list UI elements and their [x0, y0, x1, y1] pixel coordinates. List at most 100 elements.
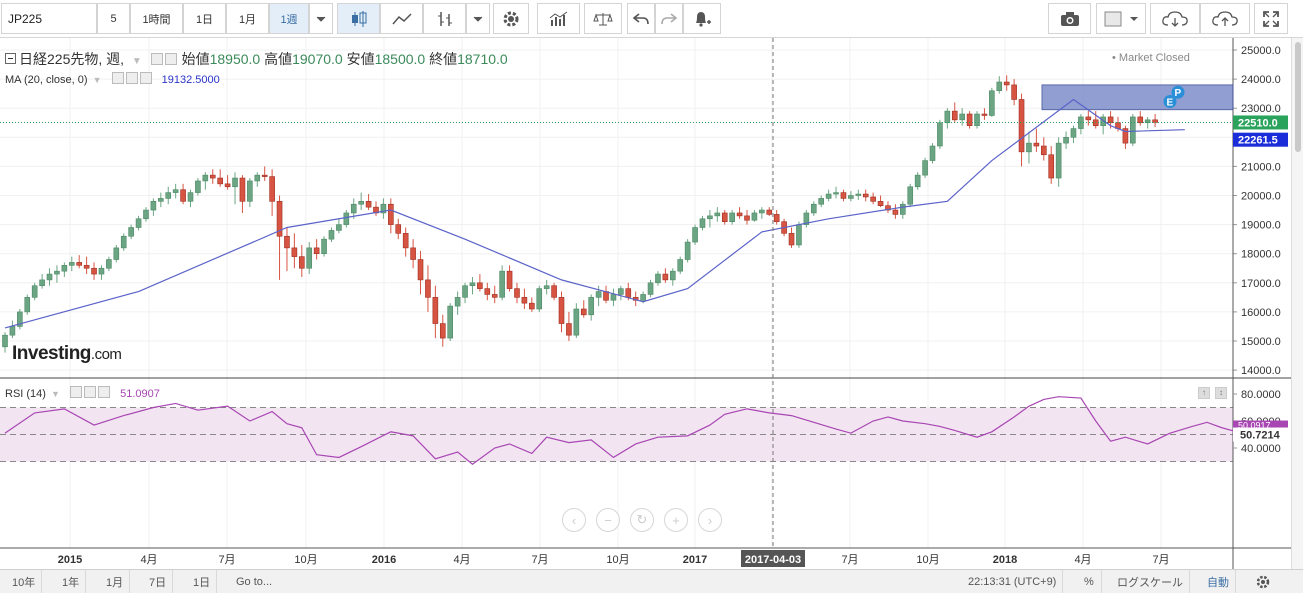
candle-body[interactable]: [1011, 84, 1017, 100]
candle-body[interactable]: [54, 270, 60, 275]
alert-button[interactable]: [683, 3, 721, 34]
candle-type-button[interactable]: [337, 3, 380, 34]
candle-body[interactable]: [751, 212, 758, 221]
settings-small-icon[interactable]: [84, 386, 97, 398]
candle-body[interactable]: [900, 203, 906, 215]
candle-body[interactable]: [128, 227, 134, 237]
candle-body[interactable]: [410, 247, 416, 260]
candle-body[interactable]: [365, 201, 372, 208]
candle-body[interactable]: [491, 294, 498, 298]
goto-date-button[interactable]: Go to...: [236, 575, 273, 588]
candle-body[interactable]: [766, 209, 773, 215]
bar-type-button[interactable]: [423, 3, 466, 34]
candle-body[interactable]: [840, 192, 847, 199]
clock-timezone[interactable]: 22:13:31 (UTC+9): [962, 570, 1064, 593]
range-1m[interactable]: 1月: [100, 570, 131, 593]
compare-button[interactable]: [584, 3, 622, 34]
dropdown-arrow-icon[interactable]: ▼: [51, 389, 60, 399]
candle-body[interactable]: [469, 282, 476, 287]
candle-body[interactable]: [1041, 145, 1047, 156]
candle-body[interactable]: [1033, 142, 1040, 147]
redo-button[interactable]: [655, 3, 683, 34]
color-picker-button[interactable]: [1096, 3, 1146, 34]
visibility-icon[interactable]: [111, 72, 124, 84]
candle-body[interactable]: [321, 238, 327, 254]
candle-body[interactable]: [521, 297, 528, 304]
candle-body[interactable]: [610, 294, 617, 301]
indicators-button[interactable]: [537, 3, 580, 34]
candle-body[interactable]: [76, 262, 82, 266]
range-1y[interactable]: 1年: [56, 570, 87, 593]
candle-body[interactable]: [729, 212, 735, 222]
candle-body[interactable]: [447, 305, 454, 339]
candle-body[interactable]: [580, 308, 587, 316]
candle-body[interactable]: [425, 279, 431, 298]
fullscreen-button[interactable]: [1254, 3, 1288, 34]
candle-body[interactable]: [31, 285, 38, 298]
scroll-left-button[interactable]: ‹: [562, 508, 586, 532]
dropdown-arrow-icon[interactable]: ▼: [131, 56, 142, 67]
candle-body[interactable]: [135, 218, 142, 228]
candle-body[interactable]: [380, 203, 387, 214]
dropdown-arrow-icon[interactable]: ▼: [92, 75, 102, 85]
candle-body[interactable]: [165, 192, 172, 199]
candle-body[interactable]: [1003, 81, 1010, 86]
candle-body[interactable]: [187, 192, 194, 202]
candle-body[interactable]: [862, 193, 869, 198]
line-type-button[interactable]: [380, 3, 423, 34]
candle-body[interactable]: [959, 113, 965, 121]
candle-body[interactable]: [180, 189, 186, 202]
candle-body[interactable]: [477, 282, 483, 289]
candle-body[interactable]: [462, 285, 468, 298]
candle-body[interactable]: [551, 285, 557, 298]
candle-body[interactable]: [9, 326, 16, 336]
candle-body[interactable]: [707, 215, 713, 220]
candle-body[interactable]: [172, 189, 179, 193]
close-small-icon[interactable]: [98, 386, 111, 398]
candle-body[interactable]: [870, 196, 876, 202]
candle-body[interactable]: [1107, 116, 1114, 124]
candle-body[interactable]: [195, 180, 201, 193]
candle-body[interactable]: [1085, 116, 1092, 121]
candle-body[interactable]: [907, 186, 914, 205]
candle-body[interactable]: [276, 201, 283, 237]
load-chart-button[interactable]: [1150, 3, 1200, 34]
candle-body[interactable]: [120, 235, 127, 249]
zoom-out-button[interactable]: −: [596, 508, 620, 532]
candle-body[interactable]: [39, 279, 45, 287]
auto-scale-toggle[interactable]: 自動: [1201, 570, 1236, 593]
candle-body[interactable]: [224, 183, 231, 188]
candle-body[interactable]: [439, 323, 446, 339]
range-10y[interactable]: 10年: [6, 570, 43, 593]
candle-body[interactable]: [558, 297, 565, 324]
screenshot-button[interactable]: [1048, 3, 1091, 34]
candle-body[interactable]: [83, 265, 90, 269]
candle-body[interactable]: [17, 311, 23, 327]
candle-body[interactable]: [647, 282, 654, 295]
candle-body[interactable]: [2, 334, 8, 348]
candle-body[interactable]: [284, 235, 290, 249]
candle-body[interactable]: [1055, 142, 1062, 179]
candle-body[interactable]: [981, 113, 988, 116]
candle-body[interactable]: [298, 256, 305, 269]
candle-body[interactable]: [150, 201, 157, 211]
candle-body[interactable]: [388, 203, 394, 225]
range-1d[interactable]: 1日: [187, 570, 218, 593]
vertical-scrollbar[interactable]: [1291, 38, 1303, 569]
candle-body[interactable]: [662, 273, 669, 281]
candle-body[interactable]: [536, 288, 543, 310]
candle-body[interactable]: [588, 297, 594, 316]
timeframe-1week[interactable]: 1週: [269, 3, 309, 34]
symbol-input[interactable]: JP225: [1, 3, 97, 34]
candle-body[interactable]: [247, 180, 253, 202]
candle-body[interactable]: [68, 262, 75, 266]
candle-body[interactable]: [736, 212, 743, 217]
candle-body[interactable]: [744, 215, 750, 221]
candle-body[interactable]: [1048, 154, 1055, 179]
candle-body[interactable]: [1063, 137, 1069, 144]
candle-body[interactable]: [261, 174, 268, 177]
candle-body[interactable]: [106, 259, 112, 269]
candle-body[interactable]: [877, 201, 884, 206]
undo-button[interactable]: [627, 3, 655, 34]
scrollbar-thumb[interactable]: [1295, 42, 1301, 152]
